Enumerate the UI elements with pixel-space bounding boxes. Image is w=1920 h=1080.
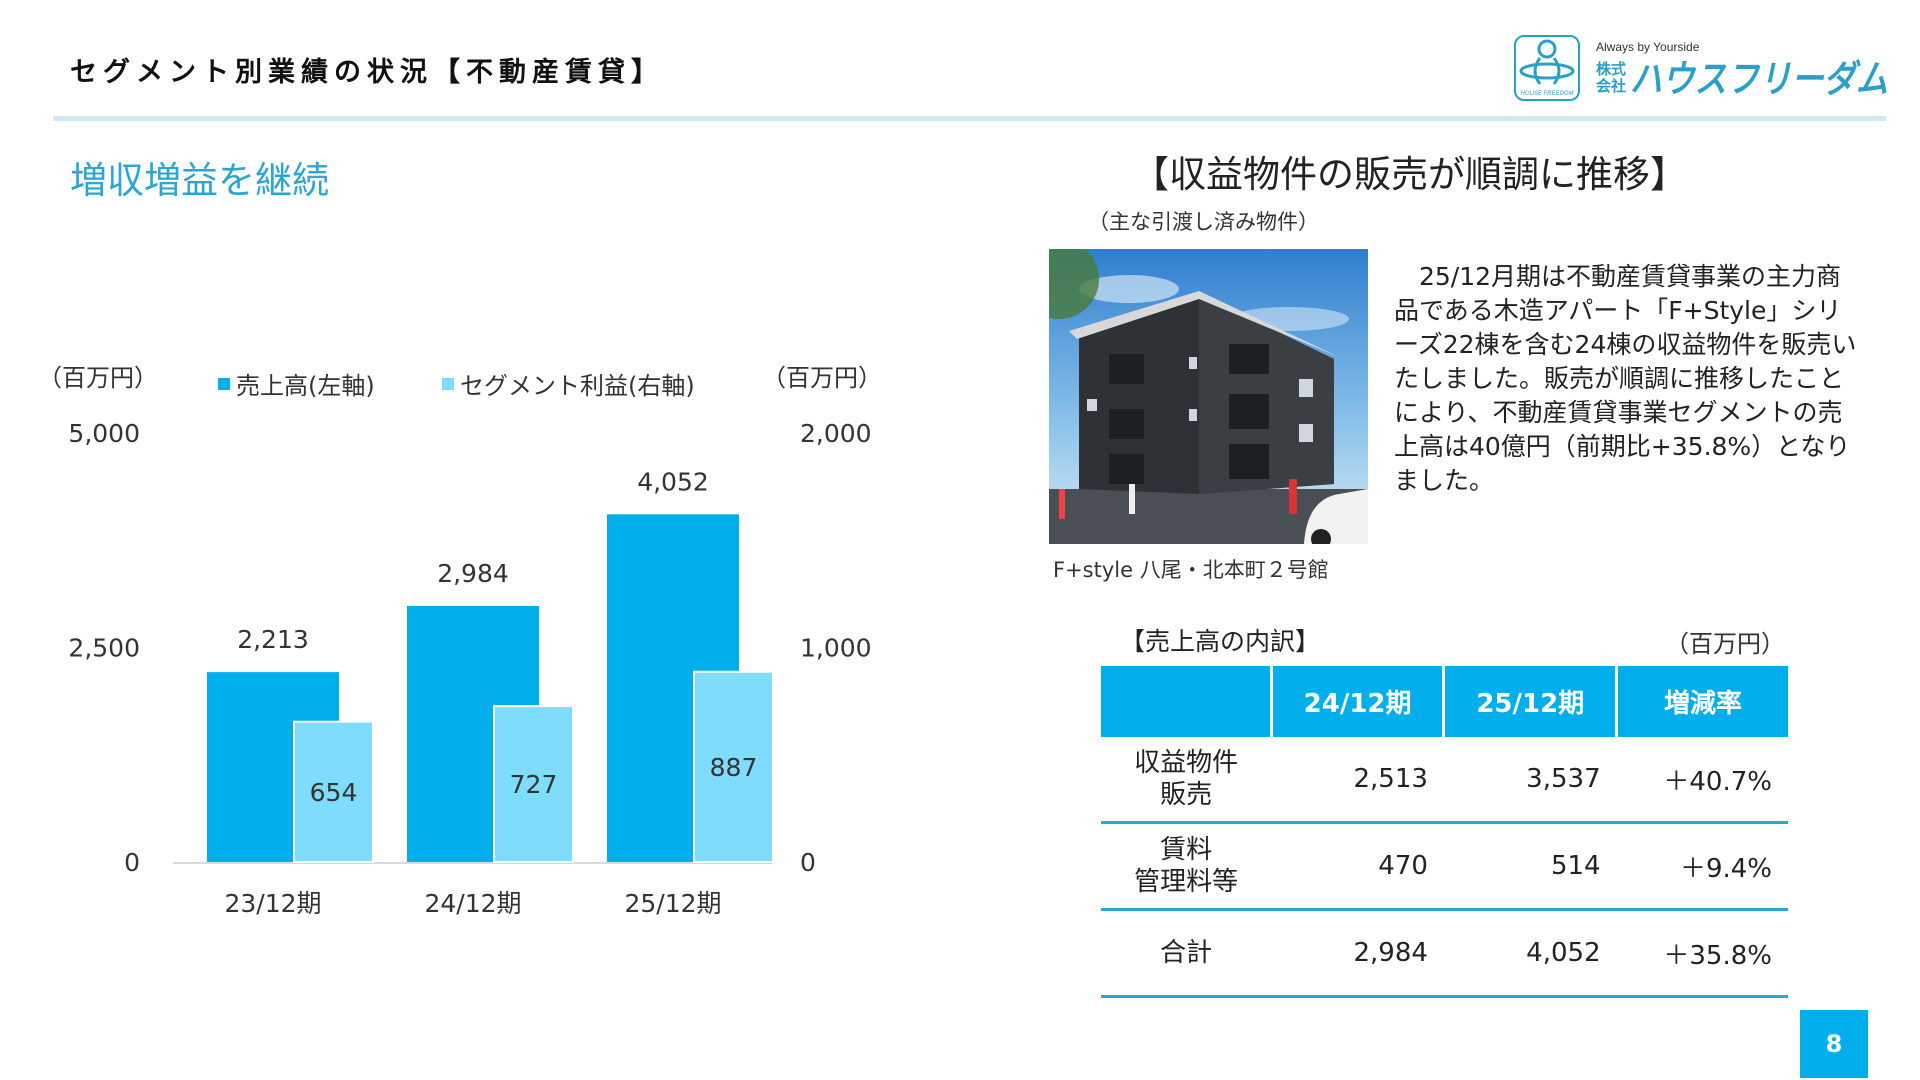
section-subtitle: 増収増益を継続 — [70, 159, 329, 202]
table-row-total: 合計 2,984 4,052 ＋35.8% — [1101, 909, 1788, 998]
sales-breakdown-table: 24/12期 25/12期 増減率 収益物件 販売 2,513 3,537 ＋40… — [1101, 666, 1788, 998]
right-axis-tick-label: 0 — [800, 848, 816, 877]
legend-item-profit: セグメント利益(右軸) — [442, 366, 695, 401]
profit-data-label: 887 — [710, 753, 758, 782]
row-label: 合計 — [1101, 909, 1272, 998]
breakdown-table-unit: （百万円） — [1665, 630, 1785, 658]
column-header-item — [1101, 666, 1272, 737]
cell-curr: 514 — [1443, 822, 1617, 911]
header-divider — [53, 116, 1886, 121]
cell-change: ＋35.8% — [1616, 909, 1788, 998]
row-label: 賃料 管理料等 — [1101, 822, 1272, 911]
cell-curr: 4,052 — [1443, 909, 1617, 998]
row-label-line1: 収益物件 — [1134, 748, 1239, 778]
page-number: 8 — [1800, 1010, 1868, 1078]
cell-change: ＋40.7% — [1616, 737, 1788, 824]
sales-data-label: 2,213 — [237, 625, 309, 654]
property-photo — [1049, 249, 1368, 544]
profit-data-label: 654 — [310, 778, 358, 807]
column-header-change: 増減率 — [1615, 666, 1788, 737]
table-header-row: 24/12期 25/12期 増減率 — [1101, 666, 1788, 737]
left-axis-unit: （百万円） — [38, 364, 158, 392]
breakdown-table-label: 【売上高の内訳】 — [1120, 627, 1321, 656]
description-paragraph: 25/12月期は不動産賃貸事業の主力商品である木造アパート「F+Style」シリ… — [1394, 262, 1857, 495]
row-label-line1: 賃料 — [1160, 835, 1213, 865]
delivered-properties-note: （主な引渡し済み物件） — [1088, 210, 1319, 234]
segment-profit-bar — [293, 720, 374, 863]
svg-text:Always by Yourside: Always by Yourside — [1596, 40, 1700, 54]
table-row: 賃料 管理料等 470 514 ＋9.4% — [1101, 822, 1788, 911]
row-label-line2: 販売 — [1160, 780, 1213, 810]
photo-caption: F+style 八尾・北本町２号館 — [1053, 558, 1329, 582]
svg-text:会社: 会社 — [1596, 77, 1626, 95]
legend-swatch-profit — [442, 377, 454, 390]
sales-data-label: 2,984 — [437, 559, 509, 588]
sales-data-label: 4,052 — [637, 467, 709, 496]
right-axis-tick-label: 2,000 — [800, 419, 872, 448]
left-axis-tick-label: 5,000 — [68, 419, 140, 448]
legend-swatch-sales — [218, 377, 230, 390]
description-text: 25/12月期は不動産賃貸事業の主力商品である木造アパート「F+Style」シリ… — [1394, 260, 1864, 498]
company-logo: HOUSE FREEDOM Always by Yourside 株式 会社 ハ… — [1512, 34, 1892, 104]
row-label-line2: 管理料等 — [1134, 867, 1239, 897]
svg-text:ハウスフリーダム: ハウスフリーダム — [1630, 57, 1888, 101]
right-heading: 【収益物件の販売が順調に推移】 — [1132, 153, 1687, 196]
left-axis-tick-label: 0 — [124, 848, 140, 877]
column-header-curr: 25/12期 — [1442, 666, 1617, 737]
legend-label-profit: セグメント利益(右軸) — [460, 372, 695, 400]
svg-text:株式: 株式 — [1596, 60, 1626, 78]
column-header-prev: 24/12期 — [1269, 666, 1444, 737]
svg-text:HOUSE FREEDOM: HOUSE FREEDOM — [1520, 91, 1573, 97]
cell-curr: 3,537 — [1443, 737, 1617, 824]
table-row: 収益物件 販売 2,513 3,537 ＋40.7% — [1101, 737, 1788, 824]
cell-change: ＋9.4% — [1616, 822, 1788, 911]
house-freedom-logo-icon: HOUSE FREEDOM Always by Yourside 株式 会社 ハ… — [1514, 35, 1888, 101]
category-label: 23/12期 — [224, 889, 321, 918]
left-axis-tick-label: 2,500 — [68, 634, 140, 663]
segment-bar-chart: 0 2,500 5,000 0 1,000 2,000 2,213 654 23/12期 2,98… — [68, 419, 872, 918]
profit-data-label: 727 — [510, 770, 558, 799]
right-axis-unit: （百万円） — [762, 364, 882, 392]
row-label: 収益物件 販売 — [1101, 737, 1272, 824]
segment-profit-bar — [693, 670, 774, 864]
right-axis-tick-label: 1,000 — [800, 634, 872, 663]
category-label: 24/12期 — [424, 889, 521, 918]
segment-profit-bar — [493, 705, 574, 863]
cell-prev: 2,984 — [1271, 909, 1444, 998]
legend-label-sales: 売上高(左軸) — [236, 372, 375, 400]
category-label: 25/12期 — [624, 889, 721, 918]
cell-prev: 470 — [1271, 822, 1444, 911]
legend-item-sales: 売上高(左軸) — [218, 366, 375, 401]
slide-title: セグメント別業績の状況【不動産賃貸】 — [70, 57, 664, 88]
apartment-building-image — [1049, 249, 1368, 544]
cell-prev: 2,513 — [1271, 737, 1444, 824]
